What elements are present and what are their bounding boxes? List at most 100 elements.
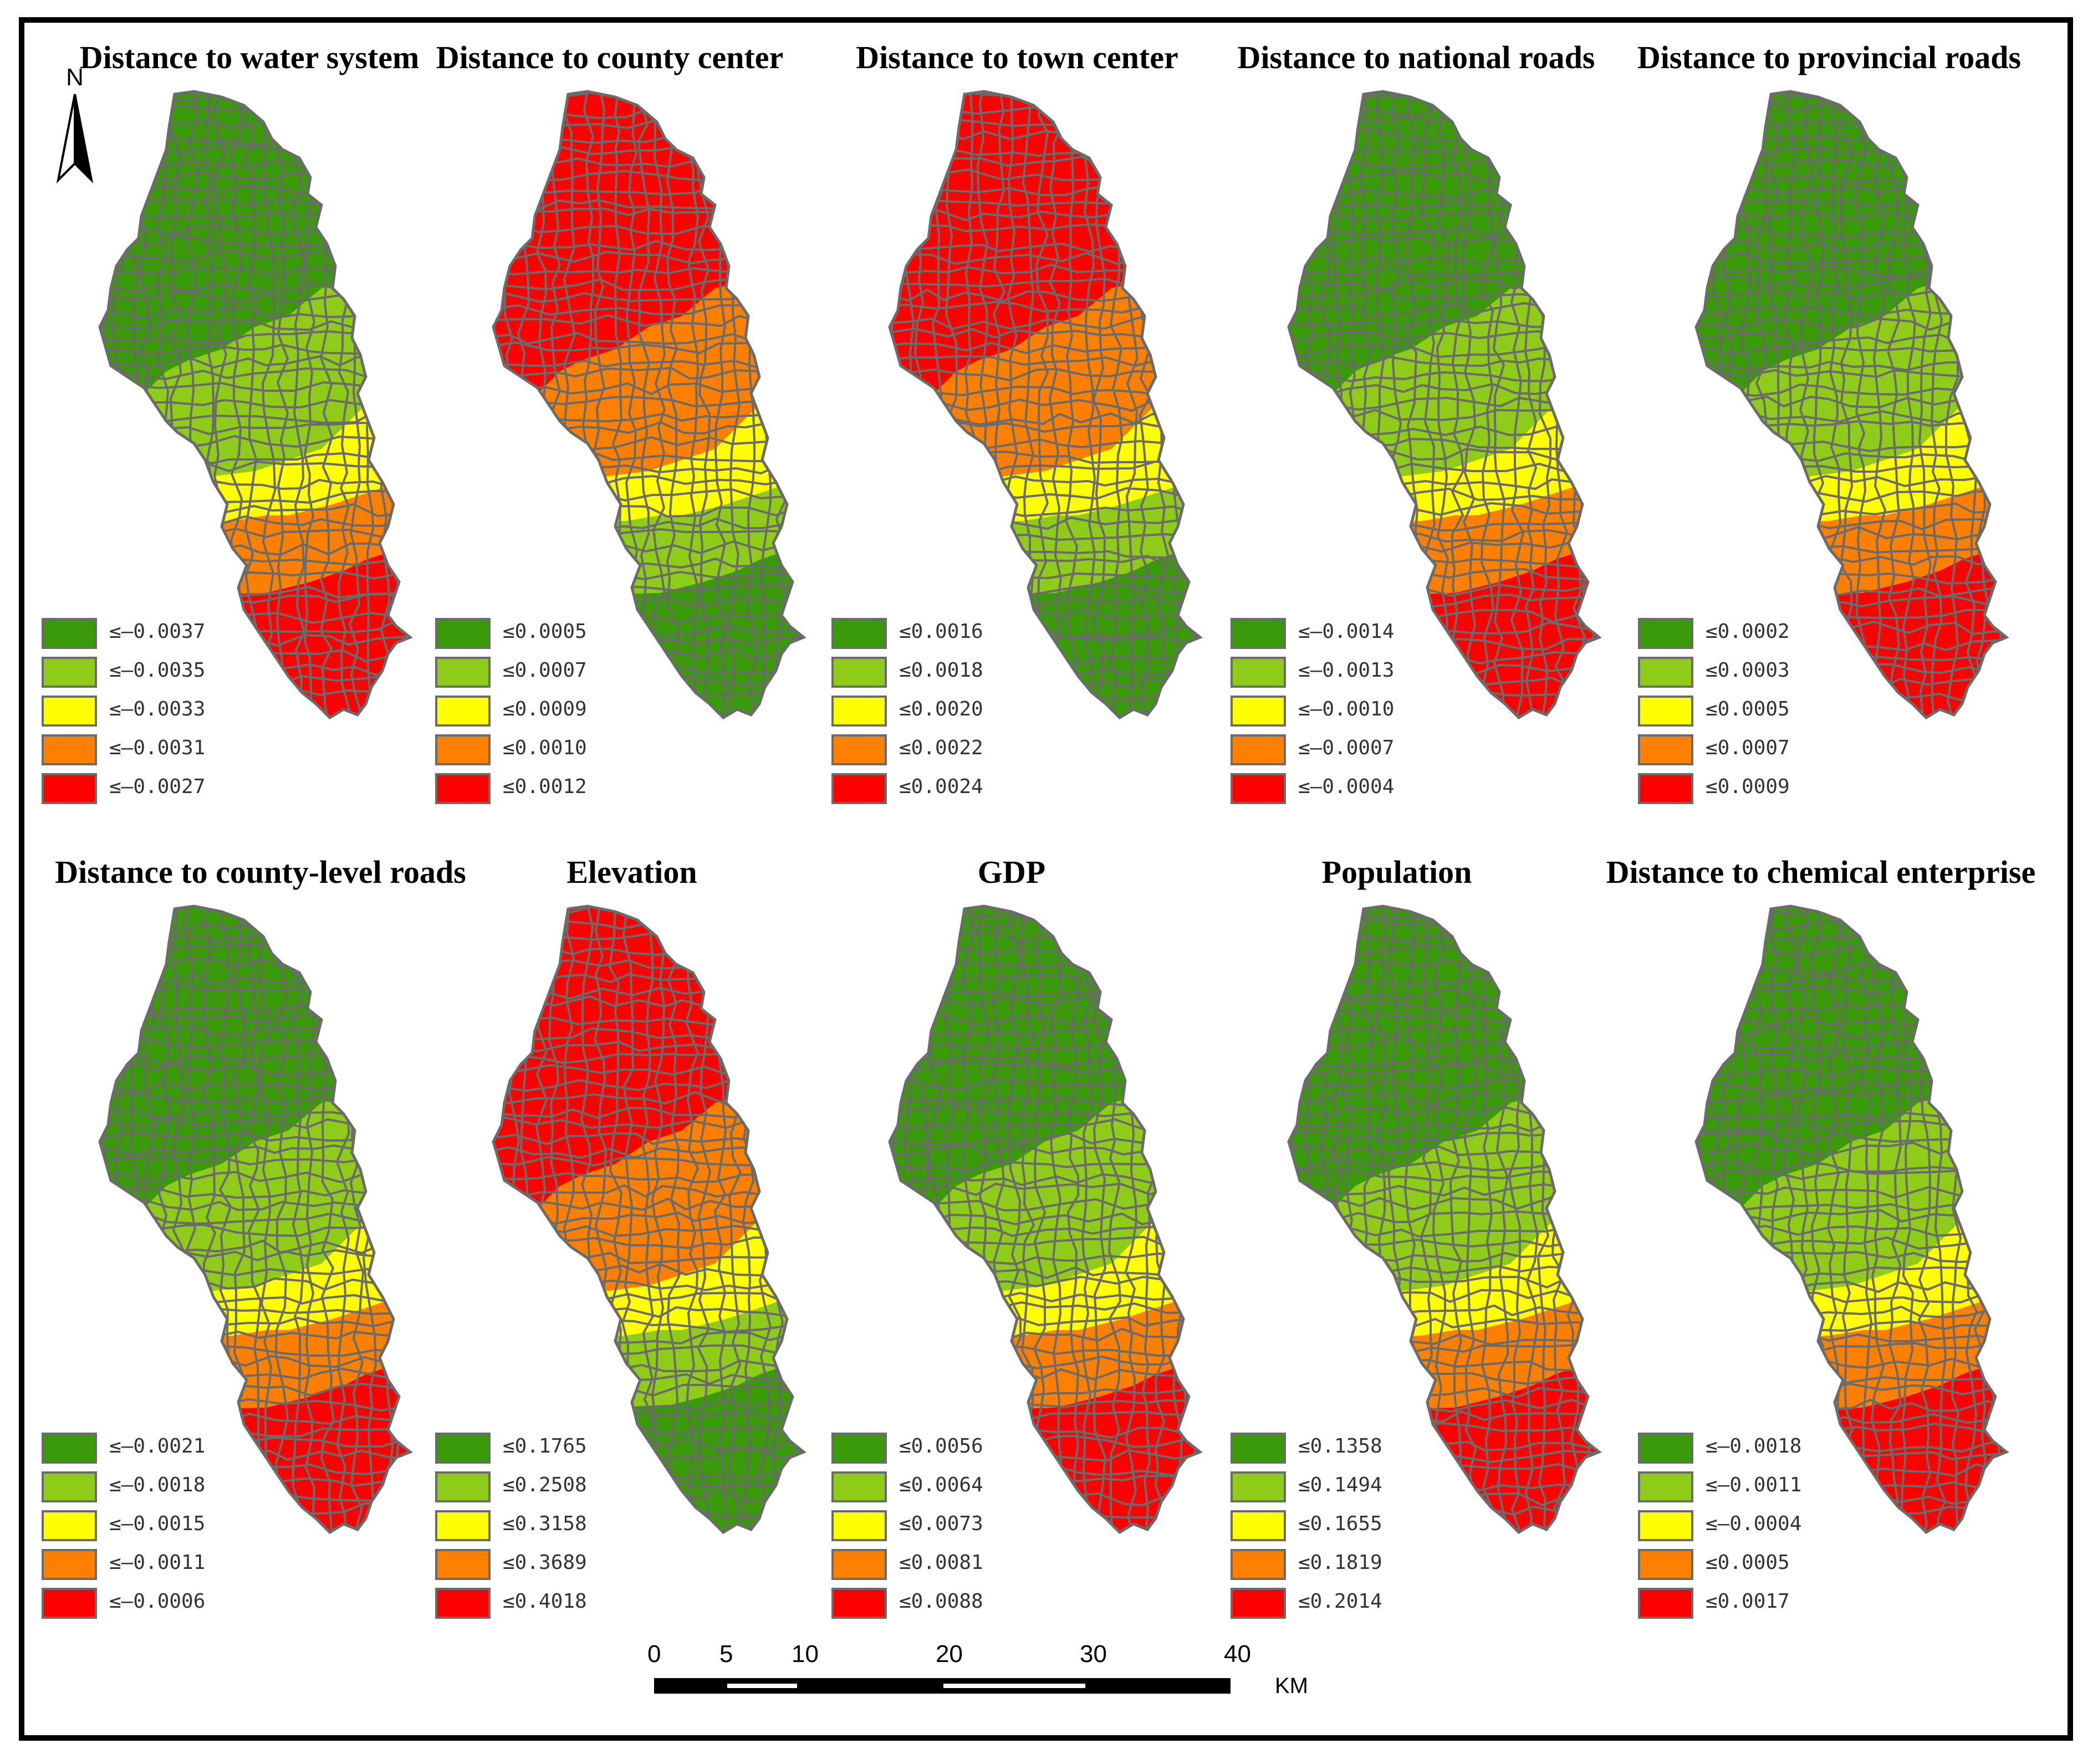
legend-label: ≤0.0012 (503, 775, 587, 798)
panel-title: Distance to provincial roads (1637, 39, 2021, 75)
legend-label: ≤0.0018 (899, 659, 983, 682)
legend-swatch (42, 773, 97, 804)
legend-swatch (1638, 1510, 1693, 1541)
legend-label: ≤0.2014 (1298, 1590, 1382, 1613)
legend-swatch (435, 1588, 491, 1619)
legend-swatch (42, 1510, 97, 1541)
north-arrow: N (55, 64, 100, 186)
legend-label: ≤—0.0031 (109, 737, 206, 759)
scale-bar-segment (727, 1684, 797, 1688)
legend-swatch (831, 696, 887, 727)
choropleth-map (492, 90, 806, 720)
legend-label: ≤0.0024 (899, 775, 983, 798)
legend-swatch (435, 773, 491, 804)
legend-label: ≤0.0007 (503, 659, 587, 682)
legend-swatch (1231, 1433, 1286, 1464)
legend-label: ≤0.0064 (899, 1474, 983, 1496)
legend-label: ≤—0.0010 (1298, 698, 1395, 720)
panel-title: Distance to national roads (1237, 39, 1595, 75)
legend-swatch (1638, 1549, 1693, 1580)
panel-title: GDP (977, 854, 1046, 890)
choropleth-map (1694, 90, 2009, 720)
legend-label: ≤0.0007 (1706, 737, 1790, 759)
legend-label: ≤0.1765 (503, 1435, 587, 1458)
legend-swatch (435, 734, 491, 765)
legend-swatch (1231, 1588, 1286, 1619)
choropleth-map (888, 90, 1203, 720)
legend-label: ≤—0.0015 (109, 1512, 206, 1535)
legend-swatch (1638, 734, 1693, 765)
legend-label: ≤0.0005 (1706, 698, 1790, 720)
legend-label: ≤0.3158 (503, 1512, 587, 1535)
map-legend: ≤0.0056 ≤0.0064 ≤0.0073 ≤0.0081 ≤0.0088 (831, 1433, 1009, 1621)
legend-swatch (1231, 1510, 1286, 1541)
scale-tick-label: 10 (792, 1640, 819, 1668)
map-legend: ≤—0.0037 ≤—0.0035 ≤—0.0033 ≤—0.0031 ≤—0.0027 (42, 618, 219, 806)
legend-swatch (1231, 734, 1286, 765)
choropleth-map (888, 904, 1203, 1535)
legend-swatch (1231, 696, 1286, 727)
legend-swatch (1638, 1588, 1693, 1619)
legend-label: ≤0.0022 (899, 737, 983, 759)
legend-label: ≤0.0020 (899, 698, 983, 720)
legend-swatch (831, 734, 887, 765)
legend-swatch (1638, 618, 1693, 649)
legend-swatch (435, 1433, 491, 1464)
scale-tick-label: 20 (936, 1640, 963, 1668)
legend-label: ≤0.0003 (1706, 659, 1790, 682)
legend-swatch (831, 1588, 887, 1619)
legend-swatch (435, 618, 491, 649)
region-outline (98, 90, 413, 720)
legend-label: ≤—0.0014 (1298, 620, 1395, 643)
legend-swatch (831, 1433, 887, 1464)
scale-bar-graphic (654, 1678, 1231, 1694)
legend-swatch (435, 696, 491, 727)
legend-label: ≤0.0005 (503, 620, 587, 643)
choropleth-map (98, 904, 413, 1535)
legend-label: ≤0.4018 (503, 1590, 587, 1613)
region-outline (1287, 90, 1602, 720)
legend-swatch (1638, 696, 1693, 727)
legend-label: ≤—0.0011 (109, 1551, 206, 1574)
legend-swatch (435, 657, 491, 688)
region-outline (1694, 904, 2009, 1535)
legend-swatch (1638, 773, 1693, 804)
region-outline (98, 904, 413, 1535)
legend-swatch (435, 1549, 491, 1580)
legend-label: ≤0.1494 (1298, 1474, 1382, 1496)
scale-tick-label: 30 (1080, 1640, 1107, 1668)
scale-bar: 0 5 10 20 30 40 KM (647, 1640, 1341, 1718)
scale-unit-label: KM (1275, 1674, 1308, 1698)
legend-swatch (831, 773, 887, 804)
north-arrow-letter: N (66, 64, 84, 91)
legend-label: ≤0.0010 (503, 737, 587, 759)
legend-swatch (435, 1510, 491, 1541)
map-legend: ≤0.0016 ≤0.0018 ≤0.0020 ≤0.0022 ≤0.0024 (831, 618, 1009, 806)
legend-swatch (831, 657, 887, 688)
legend-label: ≤—0.0011 (1706, 1474, 1802, 1496)
region-outline (1287, 904, 1602, 1535)
legend-label: ≤0.3689 (503, 1551, 587, 1574)
legend-swatch (1638, 1471, 1693, 1502)
panel-title: Distance to county-level roads (55, 854, 466, 890)
scale-tick-label: 5 (719, 1640, 733, 1668)
choropleth-map (492, 904, 806, 1535)
map-legend: ≤0.1358 ≤0.1494 ≤0.1655 ≤0.1819 ≤0.2014 (1231, 1433, 1408, 1621)
legend-swatch (1231, 1549, 1286, 1580)
legend-label: ≤0.0005 (1706, 1551, 1790, 1574)
choropleth-map (1694, 904, 2009, 1535)
panel-title: Distance to water system (79, 39, 420, 75)
legend-label: ≤—0.0013 (1298, 659, 1395, 682)
legend-label: ≤0.0017 (1706, 1590, 1790, 1613)
legend-label: ≤0.0088 (899, 1590, 983, 1613)
legend-swatch (831, 1549, 887, 1580)
north-arrow-icon (56, 94, 94, 184)
legend-swatch (1231, 773, 1286, 804)
panel-title: Distance to town center (856, 39, 1178, 75)
region-outline (492, 90, 806, 720)
map-legend: ≤—0.0021 ≤—0.0018 ≤—0.0015 ≤—0.0011 ≤—0.0006 (42, 1433, 219, 1621)
panel-title: Distance to county center (436, 39, 784, 75)
legend-label: ≤—0.0007 (1298, 737, 1395, 759)
legend-label: ≤0.0016 (899, 620, 983, 643)
panel-title: Population (1321, 854, 1472, 890)
